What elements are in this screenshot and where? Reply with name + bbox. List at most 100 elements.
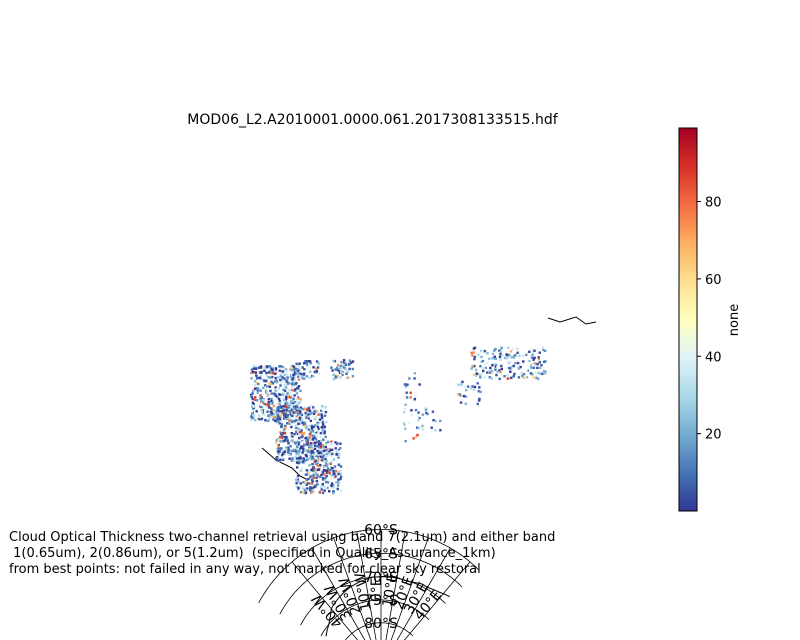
data-pixel xyxy=(273,409,276,412)
data-pixel xyxy=(276,420,279,424)
data-pixel xyxy=(350,361,353,364)
data-pixel xyxy=(410,409,413,412)
data-pixel xyxy=(260,417,263,420)
longitude-label: 10°W xyxy=(352,571,374,612)
data-pixel xyxy=(337,463,340,466)
data-pixel xyxy=(321,430,324,433)
data-pixel xyxy=(306,425,309,428)
data-pixel xyxy=(295,454,298,457)
data-pixel xyxy=(308,445,311,448)
data-pixel xyxy=(341,370,345,373)
data-pixel xyxy=(289,445,292,448)
data-pixel xyxy=(296,401,300,404)
data-pixel xyxy=(542,369,546,373)
data-pixel xyxy=(476,402,479,406)
data-pixel xyxy=(268,383,271,386)
data-pixel xyxy=(338,450,341,453)
data-pixel xyxy=(296,362,300,366)
data-pixel xyxy=(499,373,503,376)
data-pixel xyxy=(316,468,319,471)
map-title: MOD06_L2.A2010001.0000.061.2017308133515… xyxy=(187,112,558,128)
data-pixel xyxy=(260,409,263,412)
data-pixel xyxy=(479,360,483,364)
data-pixel xyxy=(280,425,283,428)
data-pixel xyxy=(254,371,258,374)
data-pixel xyxy=(324,486,327,489)
data-pixel xyxy=(316,410,319,413)
data-pixel xyxy=(464,395,468,398)
data-pixel xyxy=(305,449,309,452)
data-pixel xyxy=(312,442,315,445)
data-pixel xyxy=(336,368,339,371)
data-pixel xyxy=(299,456,303,460)
data-pixel xyxy=(283,400,287,403)
data-pixel xyxy=(265,389,268,392)
data-pixel xyxy=(464,402,467,405)
data-pixel xyxy=(287,446,290,449)
data-pixel xyxy=(278,365,281,368)
data-pixel xyxy=(292,456,296,459)
data-pixel xyxy=(286,373,289,377)
data-pixel xyxy=(426,412,429,416)
data-pixel xyxy=(269,366,273,369)
data-pixel xyxy=(255,374,258,377)
data-pixel xyxy=(267,401,270,404)
data-pixel xyxy=(348,367,351,371)
data-pixel xyxy=(299,406,303,409)
data-pixel xyxy=(292,376,295,379)
data-pixel xyxy=(285,378,289,382)
data-pixel xyxy=(537,356,540,359)
data-pixel xyxy=(337,472,340,476)
data-pixel xyxy=(286,376,289,379)
data-pixel xyxy=(297,449,301,452)
data-pixel xyxy=(301,407,305,411)
data-pixel xyxy=(269,389,272,392)
data-pixel xyxy=(501,354,504,357)
data-pixel xyxy=(303,406,307,409)
data-pixel xyxy=(417,419,420,422)
data-pixel xyxy=(313,463,316,466)
data-pixel xyxy=(277,439,280,442)
data-pixel xyxy=(325,441,328,445)
data-pixel xyxy=(318,447,322,451)
data-pixel xyxy=(324,462,328,465)
data-pixel xyxy=(309,476,313,480)
data-pixel xyxy=(337,448,341,452)
data-pixel xyxy=(291,457,294,460)
data-pixel xyxy=(313,447,317,451)
longitude-line xyxy=(385,531,406,640)
data-pixel xyxy=(513,354,516,357)
data-pixel xyxy=(305,471,308,474)
data-pixel xyxy=(294,416,297,420)
data-pixel xyxy=(341,368,344,371)
data-pixel xyxy=(266,366,269,369)
data-pixel xyxy=(516,366,519,369)
data-pixel xyxy=(312,412,316,415)
data-pixel xyxy=(293,367,297,370)
data-pixel xyxy=(483,363,487,366)
data-pixel xyxy=(312,375,315,378)
data-pixel xyxy=(252,389,255,392)
data-pixel xyxy=(313,410,316,413)
data-pixel xyxy=(270,367,273,370)
data-pixel xyxy=(275,439,278,442)
data-pixel xyxy=(302,416,305,419)
data-pixel xyxy=(309,486,312,489)
data-pixel xyxy=(293,432,296,436)
data-pixel xyxy=(284,424,287,428)
data-pixel xyxy=(262,386,265,390)
data-pixel xyxy=(510,376,513,379)
data-pixel xyxy=(339,477,342,481)
latitude-label: 65°S xyxy=(364,546,398,562)
data-pixel xyxy=(279,381,283,384)
data-pixel xyxy=(532,376,535,379)
data-pixel xyxy=(303,377,306,380)
data-pixel xyxy=(314,440,317,443)
data-pixel xyxy=(543,372,546,375)
data-pixel xyxy=(330,466,333,469)
data-pixel xyxy=(530,356,534,359)
longitude-line xyxy=(396,547,451,640)
data-pixel xyxy=(305,454,308,458)
data-pixel xyxy=(321,471,325,474)
